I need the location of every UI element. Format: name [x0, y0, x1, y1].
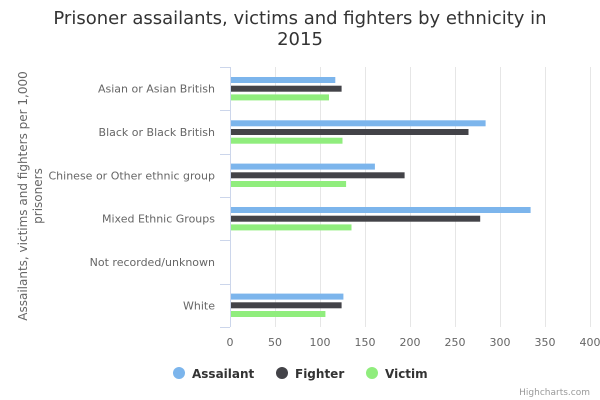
category-label: Not recorded/unknown — [90, 256, 215, 269]
bar-assailant[interactable] — [231, 207, 531, 213]
legend-label: Assailant — [192, 367, 255, 381]
chart-title-line-2: 2015 — [277, 29, 323, 50]
legend-item-fighter[interactable]: Fighter — [276, 367, 344, 381]
x-tick-label: 200 — [400, 336, 421, 349]
y-axis-label-line-2: prisoners — [31, 168, 45, 224]
legend-marker — [366, 367, 378, 379]
category-label: Black or Black British — [99, 126, 215, 139]
x-tick-label: 400 — [580, 336, 600, 349]
bar-victim[interactable] — [231, 94, 329, 101]
category-label: White — [183, 299, 215, 312]
bar-fighter[interactable] — [231, 129, 469, 135]
bar-victim[interactable] — [231, 311, 326, 317]
bar-victim[interactable] — [231, 181, 347, 187]
bar-assailant[interactable] — [231, 77, 336, 83]
grid — [220, 67, 591, 328]
x-tick-label: 150 — [355, 336, 376, 349]
bar-assailant[interactable] — [231, 293, 344, 300]
bars — [231, 77, 531, 317]
legend-item-assailant[interactable]: Assailant — [173, 367, 255, 381]
bar-fighter[interactable] — [231, 85, 342, 92]
legend-label: Victim — [385, 367, 428, 381]
legend[interactable]: Assailant Fighter Victim — [173, 367, 428, 381]
category-labels: Asian or Asian British Black or Black Bri… — [49, 83, 216, 313]
x-tick-label: 350 — [535, 336, 556, 349]
bar-fighter[interactable] — [231, 215, 481, 222]
bar-victim[interactable] — [231, 224, 352, 231]
bar-victim[interactable] — [231, 137, 343, 144]
bar-assailant[interactable] — [231, 120, 486, 127]
x-tick-labels: 0 50 100 150 200 250 300 350 400 — [227, 336, 600, 349]
category-label: Chinese or Other ethnic group — [49, 169, 216, 182]
x-tick-label: 50 — [268, 336, 282, 349]
x-tick-label: 250 — [445, 336, 466, 349]
x-tick-label: 100 — [310, 336, 331, 349]
bar-fighter[interactable] — [231, 302, 342, 309]
category-label: Asian or Asian British — [98, 83, 215, 96]
y-axis-label-line-1: Assailants, victims and fighters per 1,0… — [16, 71, 30, 320]
legend-label: Fighter — [295, 367, 344, 381]
legend-item-victim[interactable]: Victim — [366, 367, 428, 381]
credits[interactable]: Highcharts.com — [519, 388, 590, 398]
x-tick-label: 0 — [227, 336, 234, 349]
bar-assailant[interactable] — [231, 163, 375, 170]
x-tick-label: 300 — [490, 336, 511, 349]
chart-title-line-1: Prisoner assailants, victims and fighter… — [53, 8, 546, 29]
legend-marker — [276, 367, 288, 379]
bar-fighter[interactable] — [231, 172, 405, 179]
legend-marker — [173, 367, 185, 379]
category-label: Mixed Ethnic Groups — [102, 213, 215, 226]
